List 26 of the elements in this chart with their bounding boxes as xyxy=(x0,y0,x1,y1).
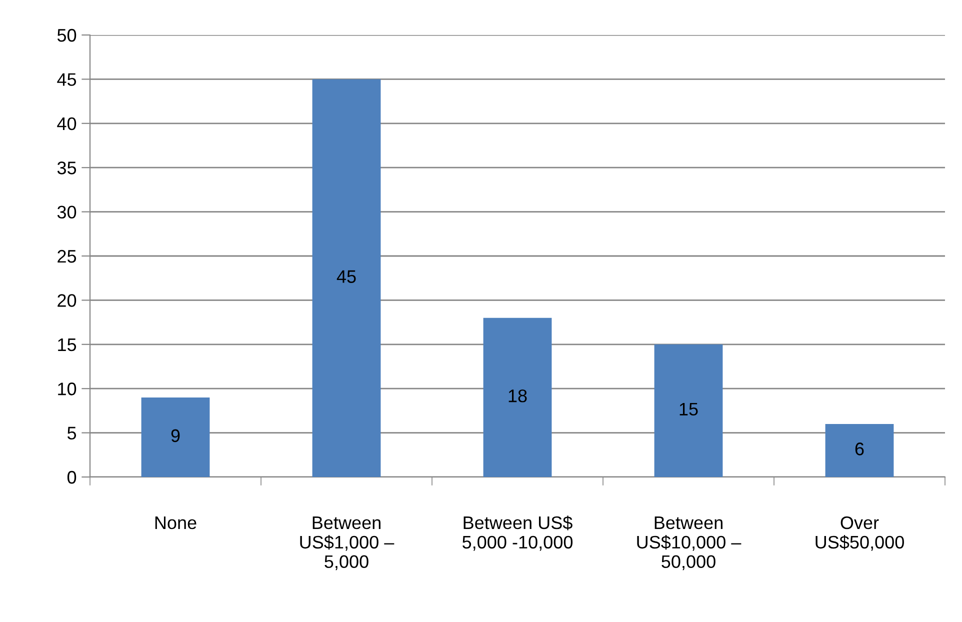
y-tick-label: 10 xyxy=(58,382,76,396)
x-tick-label: Between US$ 5,000 -10,000 xyxy=(462,516,573,551)
x-tick-label: None xyxy=(155,516,196,530)
y-tick-label: 15 xyxy=(58,338,76,352)
y-tick-label: 45 xyxy=(57,73,76,86)
data-label: 18 xyxy=(508,390,527,402)
data-label: 6 xyxy=(855,442,864,456)
y-tick-label: 40 xyxy=(57,117,76,130)
bar xyxy=(141,397,210,477)
bar xyxy=(483,318,552,477)
x-tick-label: Between US$1,000 – 5,000 xyxy=(300,516,394,570)
data-label: 45 xyxy=(336,270,356,283)
x-tick-label: Between US$10,000 – 50,000 xyxy=(637,516,742,570)
y-tick-label: 35 xyxy=(57,162,76,174)
y-tick-label: 30 xyxy=(57,206,76,219)
data-label: 9 xyxy=(171,429,180,442)
y-tick-label: 5 xyxy=(67,426,76,440)
y-tick-label: 20 xyxy=(58,294,76,307)
bar xyxy=(312,79,381,477)
bar xyxy=(654,344,723,477)
data-label: 15 xyxy=(680,402,698,416)
bar xyxy=(825,424,894,477)
y-tick-label: 0 xyxy=(67,470,76,484)
y-tick-label: 50 xyxy=(57,28,76,42)
x-tick-label: Over US$50,000 xyxy=(816,516,904,551)
y-tick-label: 25 xyxy=(58,250,76,263)
